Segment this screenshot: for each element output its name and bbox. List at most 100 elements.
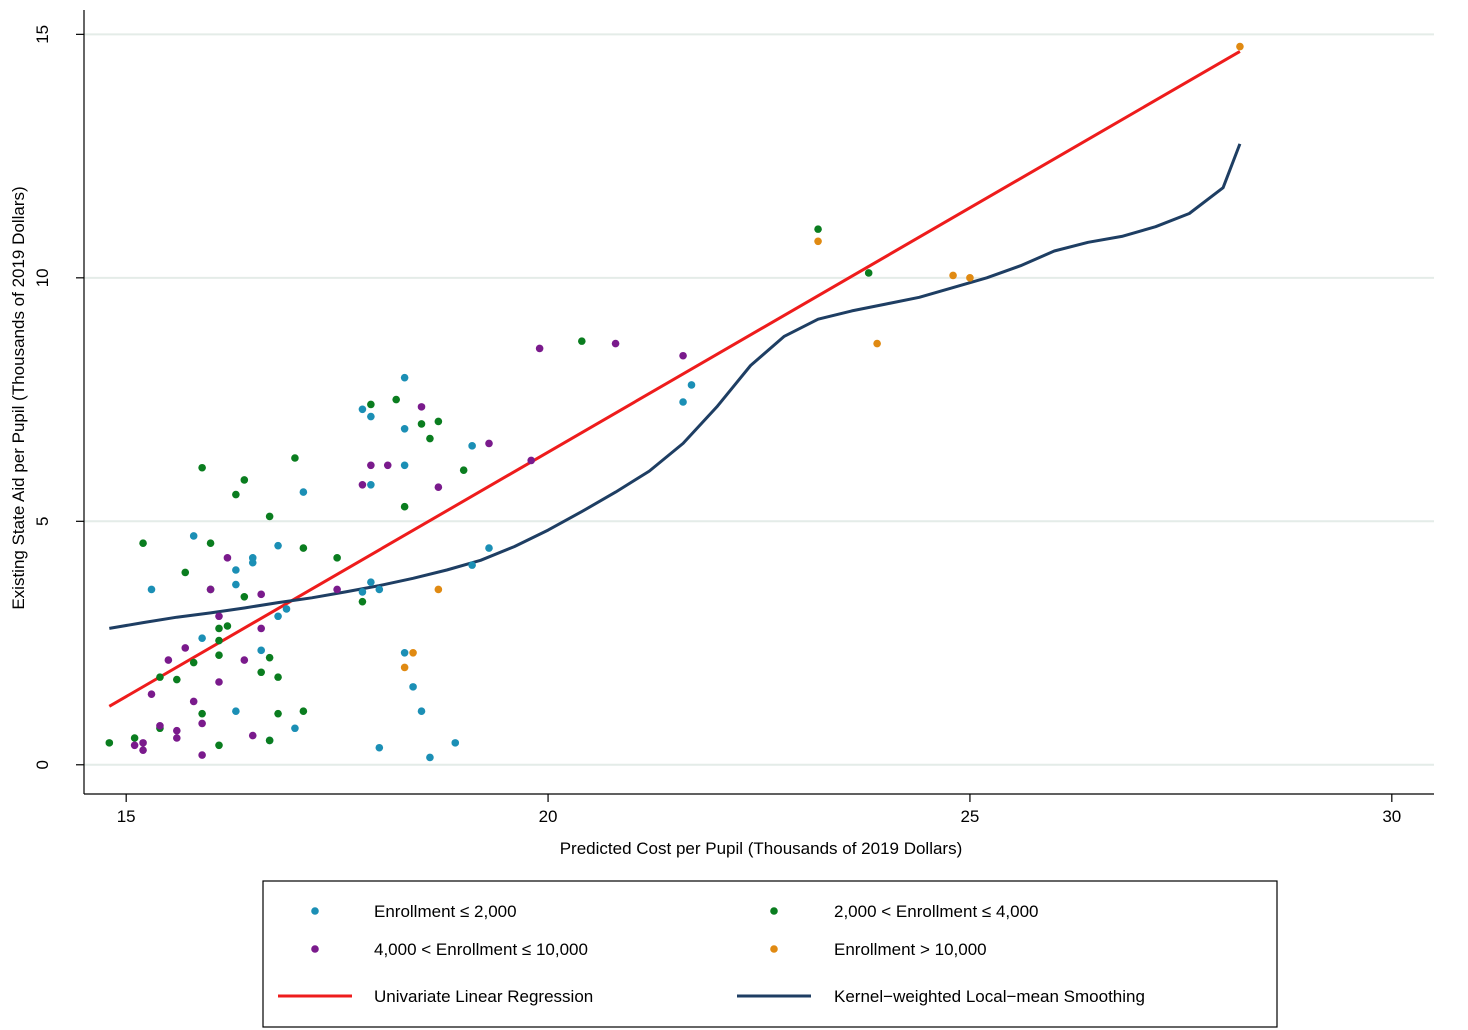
data-point-s0-3 <box>232 580 240 589</box>
data-point-s0-24 <box>400 648 409 657</box>
axes: 0 5 10 15 15 20 25 30 <box>33 10 1434 826</box>
data-point-s0-0 <box>147 585 156 594</box>
data-point-s1-10 <box>206 539 215 548</box>
data-point-s0-20 <box>375 585 384 594</box>
data-point-s1-24 <box>274 673 282 681</box>
data-point-s1-19 <box>240 592 249 601</box>
y-axis-label: Existing State Aid per Pupil (Thousands … <box>9 186 28 609</box>
data-point-s0-19 <box>358 588 367 596</box>
data-point-s1-40 <box>864 269 873 277</box>
data-point-s2-14 <box>215 678 223 686</box>
data-point-s1-25 <box>274 709 282 718</box>
data-point-s1-27 <box>299 544 308 552</box>
data-point-s1-14 <box>215 636 223 645</box>
data-point-s0-17 <box>367 480 375 489</box>
data-point-s1-1 <box>130 734 139 742</box>
data-point-s1-32 <box>392 395 400 404</box>
data-point-s1-31 <box>367 400 375 409</box>
legend-label-1: 2,000 < Enrollment ≤ 4,000 <box>834 902 1039 921</box>
data-point-s0-1 <box>189 532 198 540</box>
data-point-s1-7 <box>189 658 198 667</box>
data-point-s0-8 <box>274 541 282 550</box>
data-point-s0-22 <box>400 424 409 433</box>
data-point-s2-6 <box>173 734 181 742</box>
data-point-s2-11 <box>198 751 206 759</box>
y-tick-label-3: 15 <box>33 25 52 44</box>
data-point-s1-39 <box>814 225 822 233</box>
legend-marker-0 <box>311 907 319 915</box>
data-point-s2-13 <box>215 612 223 621</box>
data-point-s0-2 <box>198 634 206 642</box>
data-point-s0-9 <box>282 605 291 613</box>
data-point-s0-21 <box>400 373 409 382</box>
data-point-s0-25 <box>409 683 417 691</box>
data-point-s1-5 <box>173 675 181 684</box>
data-point-s0-33 <box>679 398 687 406</box>
data-point-s1-38 <box>578 337 586 345</box>
data-point-s3-2 <box>434 585 443 594</box>
data-point-s2-2 <box>139 746 147 754</box>
data-point-s2-28 <box>535 344 544 353</box>
data-point-s1-0 <box>105 739 114 747</box>
x-axis-label: Predicted Cost per Pupil (Thousands of 2… <box>560 839 963 858</box>
data-point-s0-7 <box>257 646 265 655</box>
series-line-5 <box>109 143 1242 630</box>
data-point-s2-12 <box>206 585 215 594</box>
x-tick-label-1: 20 <box>539 807 558 826</box>
data-point-s2-9 <box>189 697 198 706</box>
series-points <box>105 42 1244 762</box>
data-point-s3-7 <box>1236 42 1244 51</box>
data-point-s3-6 <box>966 274 974 282</box>
x-tick-label-0: 15 <box>117 807 136 826</box>
y-tick-label-1: 5 <box>33 517 52 526</box>
data-point-s1-18 <box>240 476 249 484</box>
legend: Enrollment ≤ 2,000 2,000 < Enrollment ≤ 4… <box>262 880 1278 1028</box>
legend-label-4: Univariate Linear Regression <box>374 987 593 1006</box>
data-point-s3-5 <box>949 271 957 280</box>
data-point-s0-26 <box>417 707 426 716</box>
data-point-s2-0 <box>130 741 139 750</box>
data-point-s2-17 <box>248 731 257 740</box>
data-point-s2-18 <box>257 624 265 633</box>
data-point-s2-7 <box>173 726 181 735</box>
data-point-s2-3 <box>147 690 156 698</box>
data-point-s2-10 <box>198 719 206 728</box>
data-point-s0-4 <box>232 566 240 574</box>
data-point-s2-5 <box>164 656 173 664</box>
data-point-s1-34 <box>417 420 426 428</box>
data-point-s0-28 <box>375 743 384 752</box>
data-point-s2-20 <box>333 585 341 594</box>
data-point-s2-30 <box>679 351 687 360</box>
data-point-s1-22 <box>265 736 274 745</box>
data-point-s1-37 <box>459 466 468 474</box>
data-point-s2-4 <box>156 722 164 730</box>
data-point-s2-19 <box>257 590 265 599</box>
legend-marker-1 <box>770 907 778 915</box>
data-point-s0-6 <box>248 558 257 567</box>
data-point-s2-15 <box>223 554 232 562</box>
data-point-s0-29 <box>451 739 460 747</box>
data-point-s1-15 <box>223 622 232 630</box>
data-point-s0-27 <box>426 753 434 762</box>
data-point-s2-8 <box>181 644 190 652</box>
data-point-s2-26 <box>485 439 493 448</box>
series-line-4 <box>108 50 1241 708</box>
data-point-s1-13 <box>215 651 223 660</box>
data-point-s3-3 <box>814 237 822 246</box>
x-tick-label-3: 30 <box>1382 807 1401 826</box>
data-point-s0-31 <box>468 561 476 569</box>
data-point-s1-36 <box>434 417 443 426</box>
legend-label-2: 4,000 < Enrollment ≤ 10,000 <box>374 940 588 959</box>
legend-box <box>262 880 1278 1028</box>
data-point-s3-4 <box>873 339 881 348</box>
data-point-s1-26 <box>291 454 299 462</box>
gridlines <box>84 33 1434 766</box>
data-point-s1-35 <box>426 434 434 443</box>
data-point-s1-29 <box>333 554 341 562</box>
data-point-s2-21 <box>358 480 367 489</box>
series-lines <box>108 50 1242 708</box>
data-point-s0-11 <box>291 724 299 733</box>
data-point-s3-1 <box>409 648 417 657</box>
